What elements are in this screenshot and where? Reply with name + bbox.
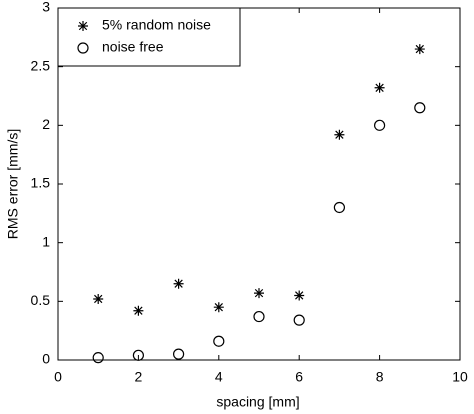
point xyxy=(254,288,264,299)
y-tick-label: 1 xyxy=(42,233,50,249)
y-tick-label: 0 xyxy=(42,351,50,367)
legend-box xyxy=(57,7,241,67)
y-tick-label: 0.5 xyxy=(31,292,51,308)
y-tick-label: 1.5 xyxy=(31,175,51,191)
legend-label: 5% random noise xyxy=(102,17,211,33)
y-axis-label: RMS error [mm/s] xyxy=(5,129,21,239)
point xyxy=(374,82,385,93)
x-tick-label: 6 xyxy=(295,369,303,385)
point xyxy=(133,305,144,316)
point xyxy=(93,293,104,304)
point xyxy=(173,348,185,360)
point xyxy=(414,44,425,55)
point xyxy=(213,302,224,313)
x-tick-label: 0 xyxy=(54,369,62,385)
legend-marker xyxy=(78,21,88,31)
point xyxy=(92,352,104,364)
legend-marker xyxy=(77,42,89,54)
point xyxy=(374,119,386,131)
point xyxy=(294,290,305,301)
point xyxy=(333,201,345,214)
x-tick-label: 4 xyxy=(215,369,223,385)
x-axis-label: spacing [mm] xyxy=(216,394,299,410)
point xyxy=(334,129,345,140)
point xyxy=(293,314,305,326)
point xyxy=(173,278,184,289)
y-tick-label: 2 xyxy=(42,116,50,132)
x-tick-label: 8 xyxy=(376,369,384,385)
x-tick-label: 10 xyxy=(452,369,468,385)
x-tick-label: 2 xyxy=(135,369,143,385)
y-tick-label: 3 xyxy=(42,0,50,15)
point xyxy=(213,335,225,347)
legend-label: noise free xyxy=(102,39,164,55)
point xyxy=(132,349,144,361)
point xyxy=(253,310,265,323)
point xyxy=(414,102,426,114)
y-tick-label: 2.5 xyxy=(31,57,51,73)
